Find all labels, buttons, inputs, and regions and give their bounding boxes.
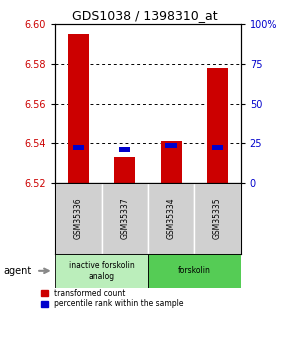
Bar <box>148 183 194 254</box>
Text: GSM35334: GSM35334 <box>166 197 176 239</box>
Bar <box>102 183 148 254</box>
Bar <box>148 254 241 288</box>
Text: forskolin: forskolin <box>178 266 211 275</box>
Bar <box>207 68 228 183</box>
Bar <box>114 157 135 183</box>
Bar <box>161 141 182 183</box>
Text: GDS1038 / 1398310_at: GDS1038 / 1398310_at <box>72 9 218 22</box>
Bar <box>55 254 148 288</box>
Bar <box>72 145 84 150</box>
Bar <box>165 143 177 148</box>
Bar <box>119 147 130 151</box>
Text: inactive forskolin
analog: inactive forskolin analog <box>69 261 134 280</box>
Text: agent: agent <box>3 266 31 276</box>
Text: GSM35335: GSM35335 <box>213 197 222 239</box>
Bar <box>212 145 223 150</box>
Legend: transformed count, percentile rank within the sample: transformed count, percentile rank withi… <box>41 289 184 308</box>
Text: GSM35336: GSM35336 <box>74 197 83 239</box>
Bar <box>68 34 89 183</box>
Bar <box>55 183 102 254</box>
Bar <box>194 183 241 254</box>
Text: GSM35337: GSM35337 <box>120 197 129 239</box>
